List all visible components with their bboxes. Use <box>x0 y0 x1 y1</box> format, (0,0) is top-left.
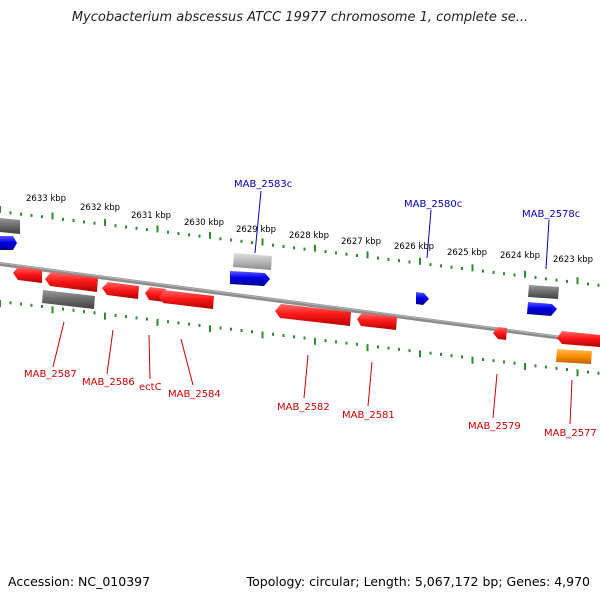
leader-line-ectc <box>148 334 151 380</box>
scale-ticks-outer <box>0 206 600 287</box>
scale-label-2628: 2628 kbp <box>289 231 329 241</box>
orange-feature-mab-2577[interactable] <box>556 349 592 364</box>
reverse-strand-genes <box>13 267 600 347</box>
leader-line-mab-2581 <box>367 361 373 407</box>
gene-arrow-mab-2577[interactable] <box>557 331 600 347</box>
leader-line-mab-2583c <box>254 190 262 254</box>
gene-arrow-mab-2579[interactable] <box>493 327 507 340</box>
scale-label-2623: 2623 kbp <box>553 255 593 265</box>
accession-text: Accession: NC_010397 <box>8 574 151 589</box>
gene-label-mab-2577[interactable]: MAB_2577 <box>544 428 597 439</box>
scale-label-2629: 2629 kbp <box>236 225 276 235</box>
gene-label-mab-2580c[interactable]: MAB_2580c <box>404 199 462 210</box>
leader-line-mab-2587 <box>52 321 65 368</box>
scale-label-2625: 2625 kbp <box>447 248 487 258</box>
gene-arrow-left[interactable] <box>13 267 42 283</box>
forward-strand-genes <box>0 236 557 316</box>
scale-label-2624: 2624 kbp <box>500 251 540 261</box>
gene-arrow-mab-2581[interactable] <box>357 313 397 330</box>
gray-feature-mab-2578c[interactable] <box>528 285 559 299</box>
leader-line-mab-2579 <box>492 373 498 419</box>
reverse-label-leaders <box>52 321 573 425</box>
gray-feature-left[interactable] <box>0 218 20 234</box>
scale-label-2633: 2633 kbp <box>26 194 66 204</box>
gene-label-ectc[interactable]: ectC <box>139 382 162 393</box>
gene-arrow-mab-2578c[interactable] <box>527 302 557 316</box>
gray-feature-mab-2587[interactable] <box>42 290 95 309</box>
gene-label-mab-2581[interactable]: MAB_2581 <box>342 410 395 421</box>
gene-arrow[interactable] <box>0 236 17 250</box>
leader-line-mab-2580c <box>426 209 432 259</box>
gene-label-mab-2584[interactable]: MAB_2584 <box>168 389 221 400</box>
scale-label-2632: 2632 kbp <box>80 203 120 213</box>
scale-label-2631: 2631 kbp <box>131 211 171 221</box>
scale-label-2630: 2630 kbp <box>184 218 224 228</box>
gene-arrow-mab-2583c[interactable] <box>230 271 270 286</box>
light-feature-mab-2583c[interactable] <box>233 253 272 270</box>
reverse-gene-labels: MAB_2587 MAB_2586 ectC MAB_2584 MAB_2582… <box>24 369 597 439</box>
scale-label-2626: 2626 kbp <box>394 242 434 252</box>
leader-line-mab-2577 <box>569 379 573 425</box>
leader-line-mab-2578c <box>545 219 550 270</box>
leader-line-mab-2582 <box>303 354 309 399</box>
gene-label-mab-2587[interactable]: MAB_2587 <box>24 369 77 380</box>
gene-arrow-mab-2584[interactable] <box>159 290 214 309</box>
gene-label-mab-2579[interactable]: MAB_2579 <box>468 421 521 432</box>
gene-label-mab-2582[interactable]: MAB_2582 <box>277 402 330 413</box>
scale-ticks-inner <box>0 300 600 377</box>
gene-arrow-mab-2580c[interactable] <box>416 292 429 305</box>
gene-label-mab-2578c[interactable]: MAB_2578c <box>522 209 580 220</box>
genome-summary-text: Topology: circular; Length: 5,067,172 bp… <box>246 574 590 589</box>
leader-line-mab-2584 <box>180 338 194 386</box>
forward-gene-labels: MAB_2583c MAB_2580c MAB_2578c <box>234 179 580 220</box>
scale-label-2627: 2627 kbp <box>341 237 381 247</box>
scale-labels: 2633 kbp 2632 kbp 2631 kbp 2630 kbp 2629… <box>26 194 593 265</box>
gene-label-mab-2586[interactable]: MAB_2586 <box>82 377 135 388</box>
gene-arrow-mab-2586[interactable] <box>102 282 139 299</box>
gene-arrow-mab-2587[interactable] <box>45 272 98 292</box>
leader-line-mab-2586 <box>106 329 114 375</box>
other-features <box>0 218 592 364</box>
map-title: Mycobacterium abscessus ATCC 19977 chrom… <box>71 10 529 25</box>
gene-label-mab-2583c[interactable]: MAB_2583c <box>234 179 292 190</box>
forward-label-leaders <box>254 190 550 270</box>
gene-arrow-mab-2582[interactable] <box>275 304 351 326</box>
